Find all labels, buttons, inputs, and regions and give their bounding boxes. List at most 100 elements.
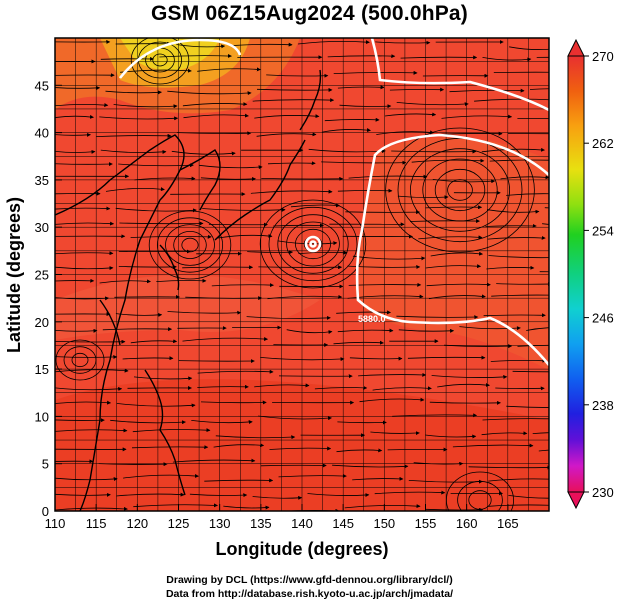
streamline <box>134 176 196 181</box>
vortex-streamline <box>422 158 498 222</box>
streamline <box>526 327 549 331</box>
contour-5880 <box>355 133 549 366</box>
streamline <box>182 102 248 107</box>
streamline <box>213 443 265 448</box>
streamline <box>431 374 508 379</box>
streamline <box>55 114 94 119</box>
streamline <box>119 221 204 226</box>
colorbar-top-arrow <box>567 38 585 57</box>
streamline <box>55 266 114 271</box>
colorbar-bottom-arrow <box>567 491 585 510</box>
streamline <box>55 278 95 283</box>
streamline <box>122 356 174 361</box>
streamline <box>349 356 403 361</box>
streamline <box>495 386 545 391</box>
colorbar: 270 262 254 246 238 230 <box>567 38 614 510</box>
streamline <box>337 420 387 425</box>
streamline <box>347 265 421 270</box>
vortex-streamline <box>409 148 510 232</box>
vortex-streamline <box>277 214 349 274</box>
streamline <box>496 282 549 287</box>
streamline <box>215 435 296 440</box>
streamline <box>327 54 396 59</box>
streamline <box>176 44 226 49</box>
streamline <box>488 478 549 482</box>
x-tick-label: 165 <box>497 516 519 531</box>
x-tick-label: 160 <box>456 516 478 531</box>
streamline <box>332 464 409 469</box>
streamline <box>324 117 380 122</box>
streamline <box>256 87 333 92</box>
streamline <box>486 265 535 270</box>
streamline <box>481 431 528 436</box>
streamline <box>200 400 267 405</box>
streamline <box>487 235 546 240</box>
streamline <box>116 492 185 497</box>
streamline <box>182 265 254 270</box>
streamline <box>538 449 549 452</box>
streamline <box>430 251 484 257</box>
streamline <box>482 57 532 62</box>
streamline <box>55 206 111 211</box>
streamline <box>98 462 168 467</box>
colorbar-tick-label: 270 <box>592 49 614 64</box>
streamline <box>55 251 114 256</box>
streamline <box>413 461 464 466</box>
streamline <box>333 340 384 345</box>
streamline <box>449 88 525 93</box>
streamline <box>204 478 274 483</box>
x-axis-label: Longitude (degrees) <box>215 539 388 559</box>
streamline <box>297 40 370 45</box>
page-title: GSM 06Z15Aug2024 (500.0hPa) <box>150 2 469 25</box>
y-tick-label: 15 <box>35 362 49 377</box>
vortex-streamline <box>63 346 97 374</box>
streamline <box>55 221 115 226</box>
streamline <box>100 149 167 154</box>
streamline <box>352 476 404 481</box>
streamline <box>409 219 481 224</box>
vortex-streamline <box>181 237 199 253</box>
x-tick-label: 125 <box>168 516 190 531</box>
streamline <box>105 90 162 95</box>
streamline <box>267 294 343 300</box>
streamline <box>400 55 478 60</box>
vortex-streamline <box>156 217 224 273</box>
vortex-streamline <box>130 38 190 85</box>
vortex-streamline <box>286 221 340 267</box>
streamline <box>425 264 482 269</box>
streamline <box>474 97 549 102</box>
streamline <box>171 150 236 156</box>
y-axis-label: Latitude (degrees) <box>4 197 24 353</box>
streamline <box>488 504 549 507</box>
streamline <box>254 383 310 388</box>
streamline <box>508 495 549 499</box>
streamline <box>260 463 327 468</box>
typhoon-eye <box>309 240 317 248</box>
streamline <box>321 128 371 133</box>
streamline <box>178 359 255 364</box>
streamline <box>407 355 486 360</box>
streamline <box>102 327 173 332</box>
streamline <box>55 162 113 167</box>
streamline <box>517 344 549 347</box>
streamline <box>199 164 263 170</box>
streamline <box>115 207 197 213</box>
streamline <box>130 234 212 239</box>
streamlines <box>55 38 549 511</box>
streamline <box>110 419 186 425</box>
streamline <box>55 368 129 373</box>
streamline <box>183 113 249 119</box>
streamline <box>348 282 422 287</box>
y-tick-label: 25 <box>35 268 49 283</box>
y-tick-label: 0 <box>42 504 49 519</box>
streamline <box>256 132 317 137</box>
streamline <box>252 495 303 500</box>
streamline <box>333 70 418 75</box>
streamline <box>384 112 437 117</box>
streamline <box>374 490 446 495</box>
streamline <box>156 278 207 283</box>
streamline <box>425 507 484 511</box>
streamline <box>488 255 549 259</box>
x-tick-label: 135 <box>250 516 272 531</box>
streamline <box>529 88 549 90</box>
